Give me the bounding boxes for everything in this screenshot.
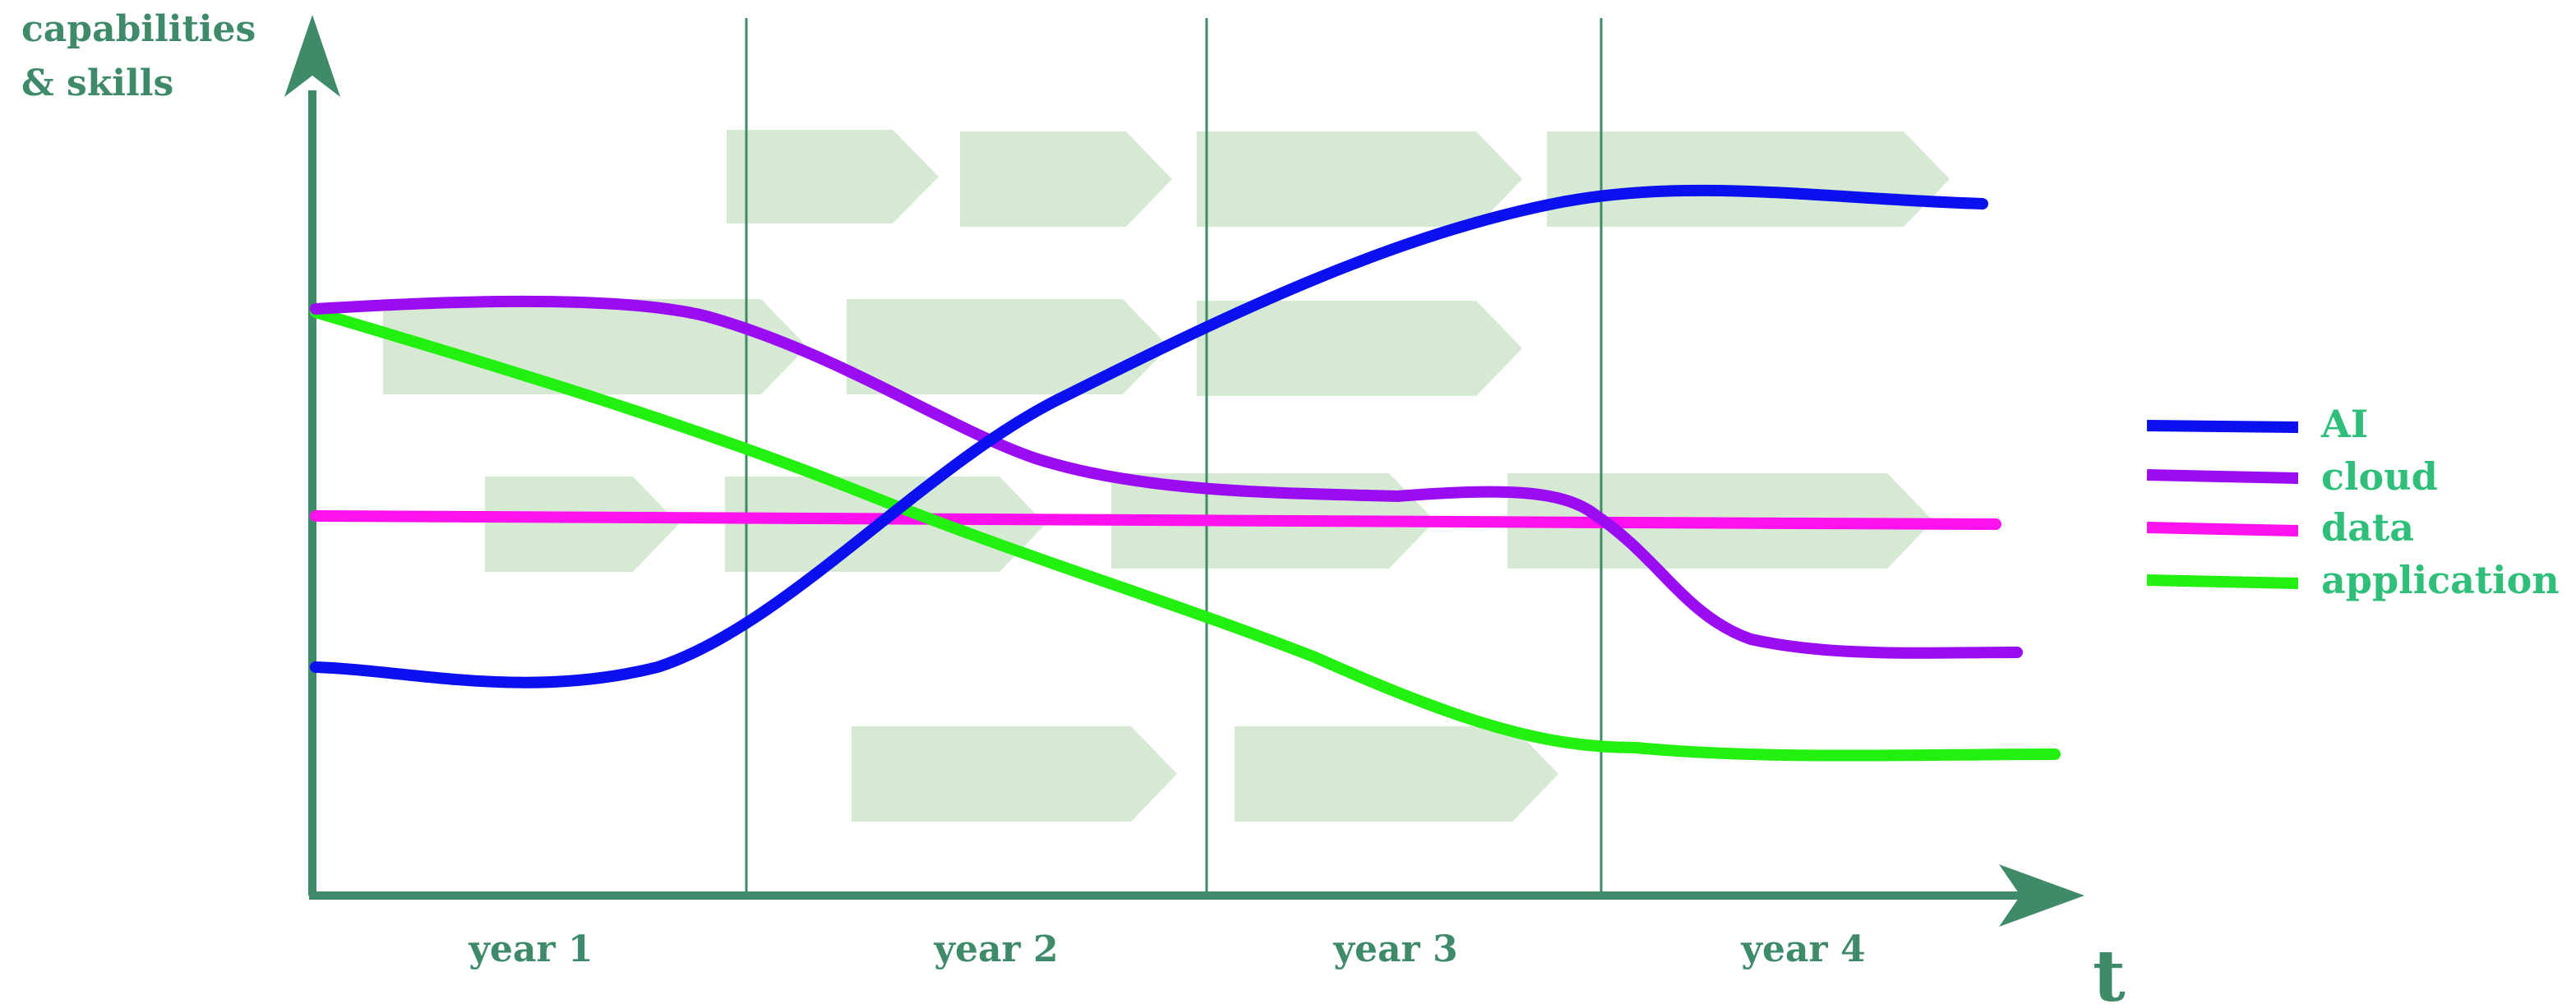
roadmap-block bbox=[485, 477, 679, 572]
period-label-year-4: year 4 bbox=[1740, 928, 1865, 970]
series-curves bbox=[310, 184, 2061, 762]
legend-label-cloud: cloud bbox=[2321, 454, 2438, 499]
legend-label-data: data bbox=[2321, 505, 2414, 550]
legend-swatch-application bbox=[2146, 574, 2299, 589]
axes bbox=[284, 15, 2084, 927]
series-data bbox=[310, 510, 2001, 530]
legend-swatch-ai bbox=[2146, 420, 2299, 433]
y-axis-label-line-1: capabilities bbox=[21, 8, 256, 50]
legend-label-application: application bbox=[2321, 558, 2560, 602]
legend-swatch-data bbox=[2146, 522, 2299, 537]
y-axis-label-line-2: & skills bbox=[21, 62, 173, 104]
period-label-year-3: year 3 bbox=[1332, 928, 1457, 970]
series-application bbox=[310, 306, 2061, 762]
series-cloud bbox=[310, 295, 2023, 659]
roadmap-block bbox=[727, 130, 939, 223]
period-label-year-2: year 2 bbox=[933, 928, 1058, 970]
series-ai bbox=[310, 184, 1988, 689]
period-label-year-1: year 1 bbox=[468, 928, 593, 970]
roadmap-block bbox=[1547, 131, 1950, 227]
legend-swatch-cloud bbox=[2146, 469, 2299, 484]
roadmap-block bbox=[852, 726, 1177, 822]
roadmap-block bbox=[383, 299, 807, 394]
roadmap-block bbox=[960, 131, 1172, 227]
x-axis-arrowhead bbox=[1999, 864, 2084, 927]
roadmap-block bbox=[1235, 726, 1558, 822]
y-axis-arrowhead bbox=[284, 15, 340, 97]
x-axis-label: t bbox=[2093, 935, 2126, 1004]
roadmap-block bbox=[1197, 301, 1522, 396]
legend-label-ai: AI bbox=[2320, 402, 2368, 446]
roadmap-block bbox=[847, 299, 1169, 394]
roadmap-block bbox=[1197, 131, 1522, 227]
roadmap-blocks bbox=[383, 130, 1950, 822]
legend: AI cloud data application bbox=[2146, 402, 2560, 602]
